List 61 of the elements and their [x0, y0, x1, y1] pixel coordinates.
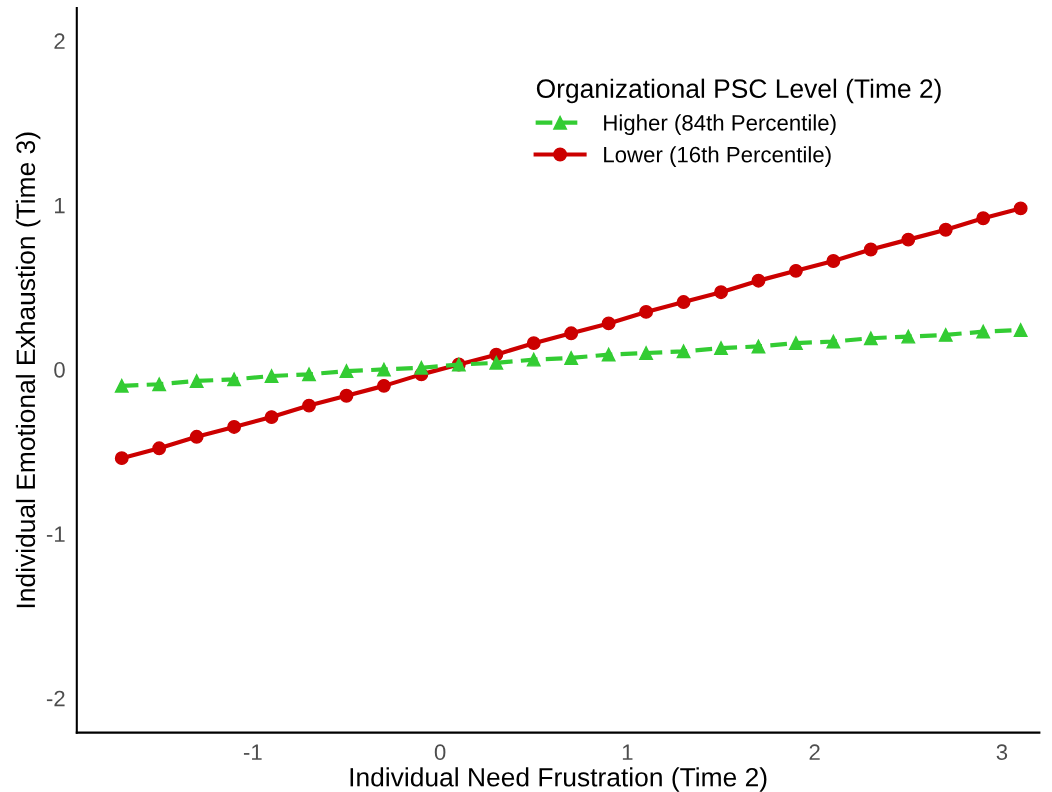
- y-tick-label: -2: [46, 690, 65, 707]
- point: [788, 336, 803, 351]
- point: [826, 334, 841, 349]
- point: [302, 398, 316, 413]
- y-tick-label: -1: [46, 526, 65, 542]
- point: [751, 339, 766, 354]
- point: [152, 441, 167, 456]
- point: [976, 324, 991, 339]
- point: [826, 254, 841, 268]
- point: [938, 222, 953, 237]
- point: [264, 410, 279, 425]
- y-tick-label: 1: [55, 197, 65, 214]
- x-tick-label: -1: [243, 744, 262, 760]
- point: [339, 364, 354, 379]
- x-tick-label: 1: [622, 744, 633, 760]
- point: [227, 420, 242, 434]
- legend-label: Higher (84th Percentile): [604, 114, 836, 136]
- point: [489, 355, 504, 370]
- point: [901, 329, 916, 344]
- point: [676, 344, 691, 359]
- legend-label: Lower (16th Percentile): [604, 146, 831, 167]
- point: [601, 316, 616, 331]
- point: [264, 369, 279, 383]
- point: [114, 378, 129, 393]
- point: [227, 372, 242, 387]
- point: [901, 232, 916, 247]
- point: [189, 373, 204, 388]
- legend-title: Organizational PSC Level (Time 2): [536, 78, 941, 104]
- point: [788, 263, 803, 278]
- point: [1013, 201, 1028, 216]
- point: [714, 285, 728, 300]
- point: [938, 327, 953, 342]
- point: [639, 304, 654, 319]
- x-axis-title: Individual Need Frustration (Time 2): [350, 767, 767, 792]
- point: [564, 326, 579, 341]
- point: [714, 341, 728, 356]
- point: [601, 347, 616, 362]
- point: [526, 352, 541, 367]
- point: [376, 378, 391, 393]
- x-tick-label: 2: [809, 744, 820, 760]
- point: [639, 346, 654, 360]
- point: [339, 388, 354, 403]
- point: [676, 295, 691, 310]
- x-tick-label: 3: [996, 744, 1008, 761]
- point: [114, 451, 129, 466]
- point: [526, 336, 541, 351]
- point: [1013, 323, 1028, 337]
- point: [152, 377, 167, 392]
- point: [751, 273, 766, 288]
- point: [414, 360, 429, 375]
- y-tick-label: 2: [54, 33, 65, 49]
- point: [564, 350, 579, 365]
- point: [976, 211, 991, 226]
- y-tick-label: 0: [54, 361, 65, 378]
- x-tick-label: 0: [434, 744, 446, 761]
- point: [189, 429, 204, 444]
- point: [863, 331, 878, 346]
- point: [302, 367, 316, 382]
- point: [863, 242, 878, 257]
- point: [376, 362, 391, 377]
- y-axis-title: Individual Emotional Exhaustion (Time 3): [15, 132, 41, 608]
